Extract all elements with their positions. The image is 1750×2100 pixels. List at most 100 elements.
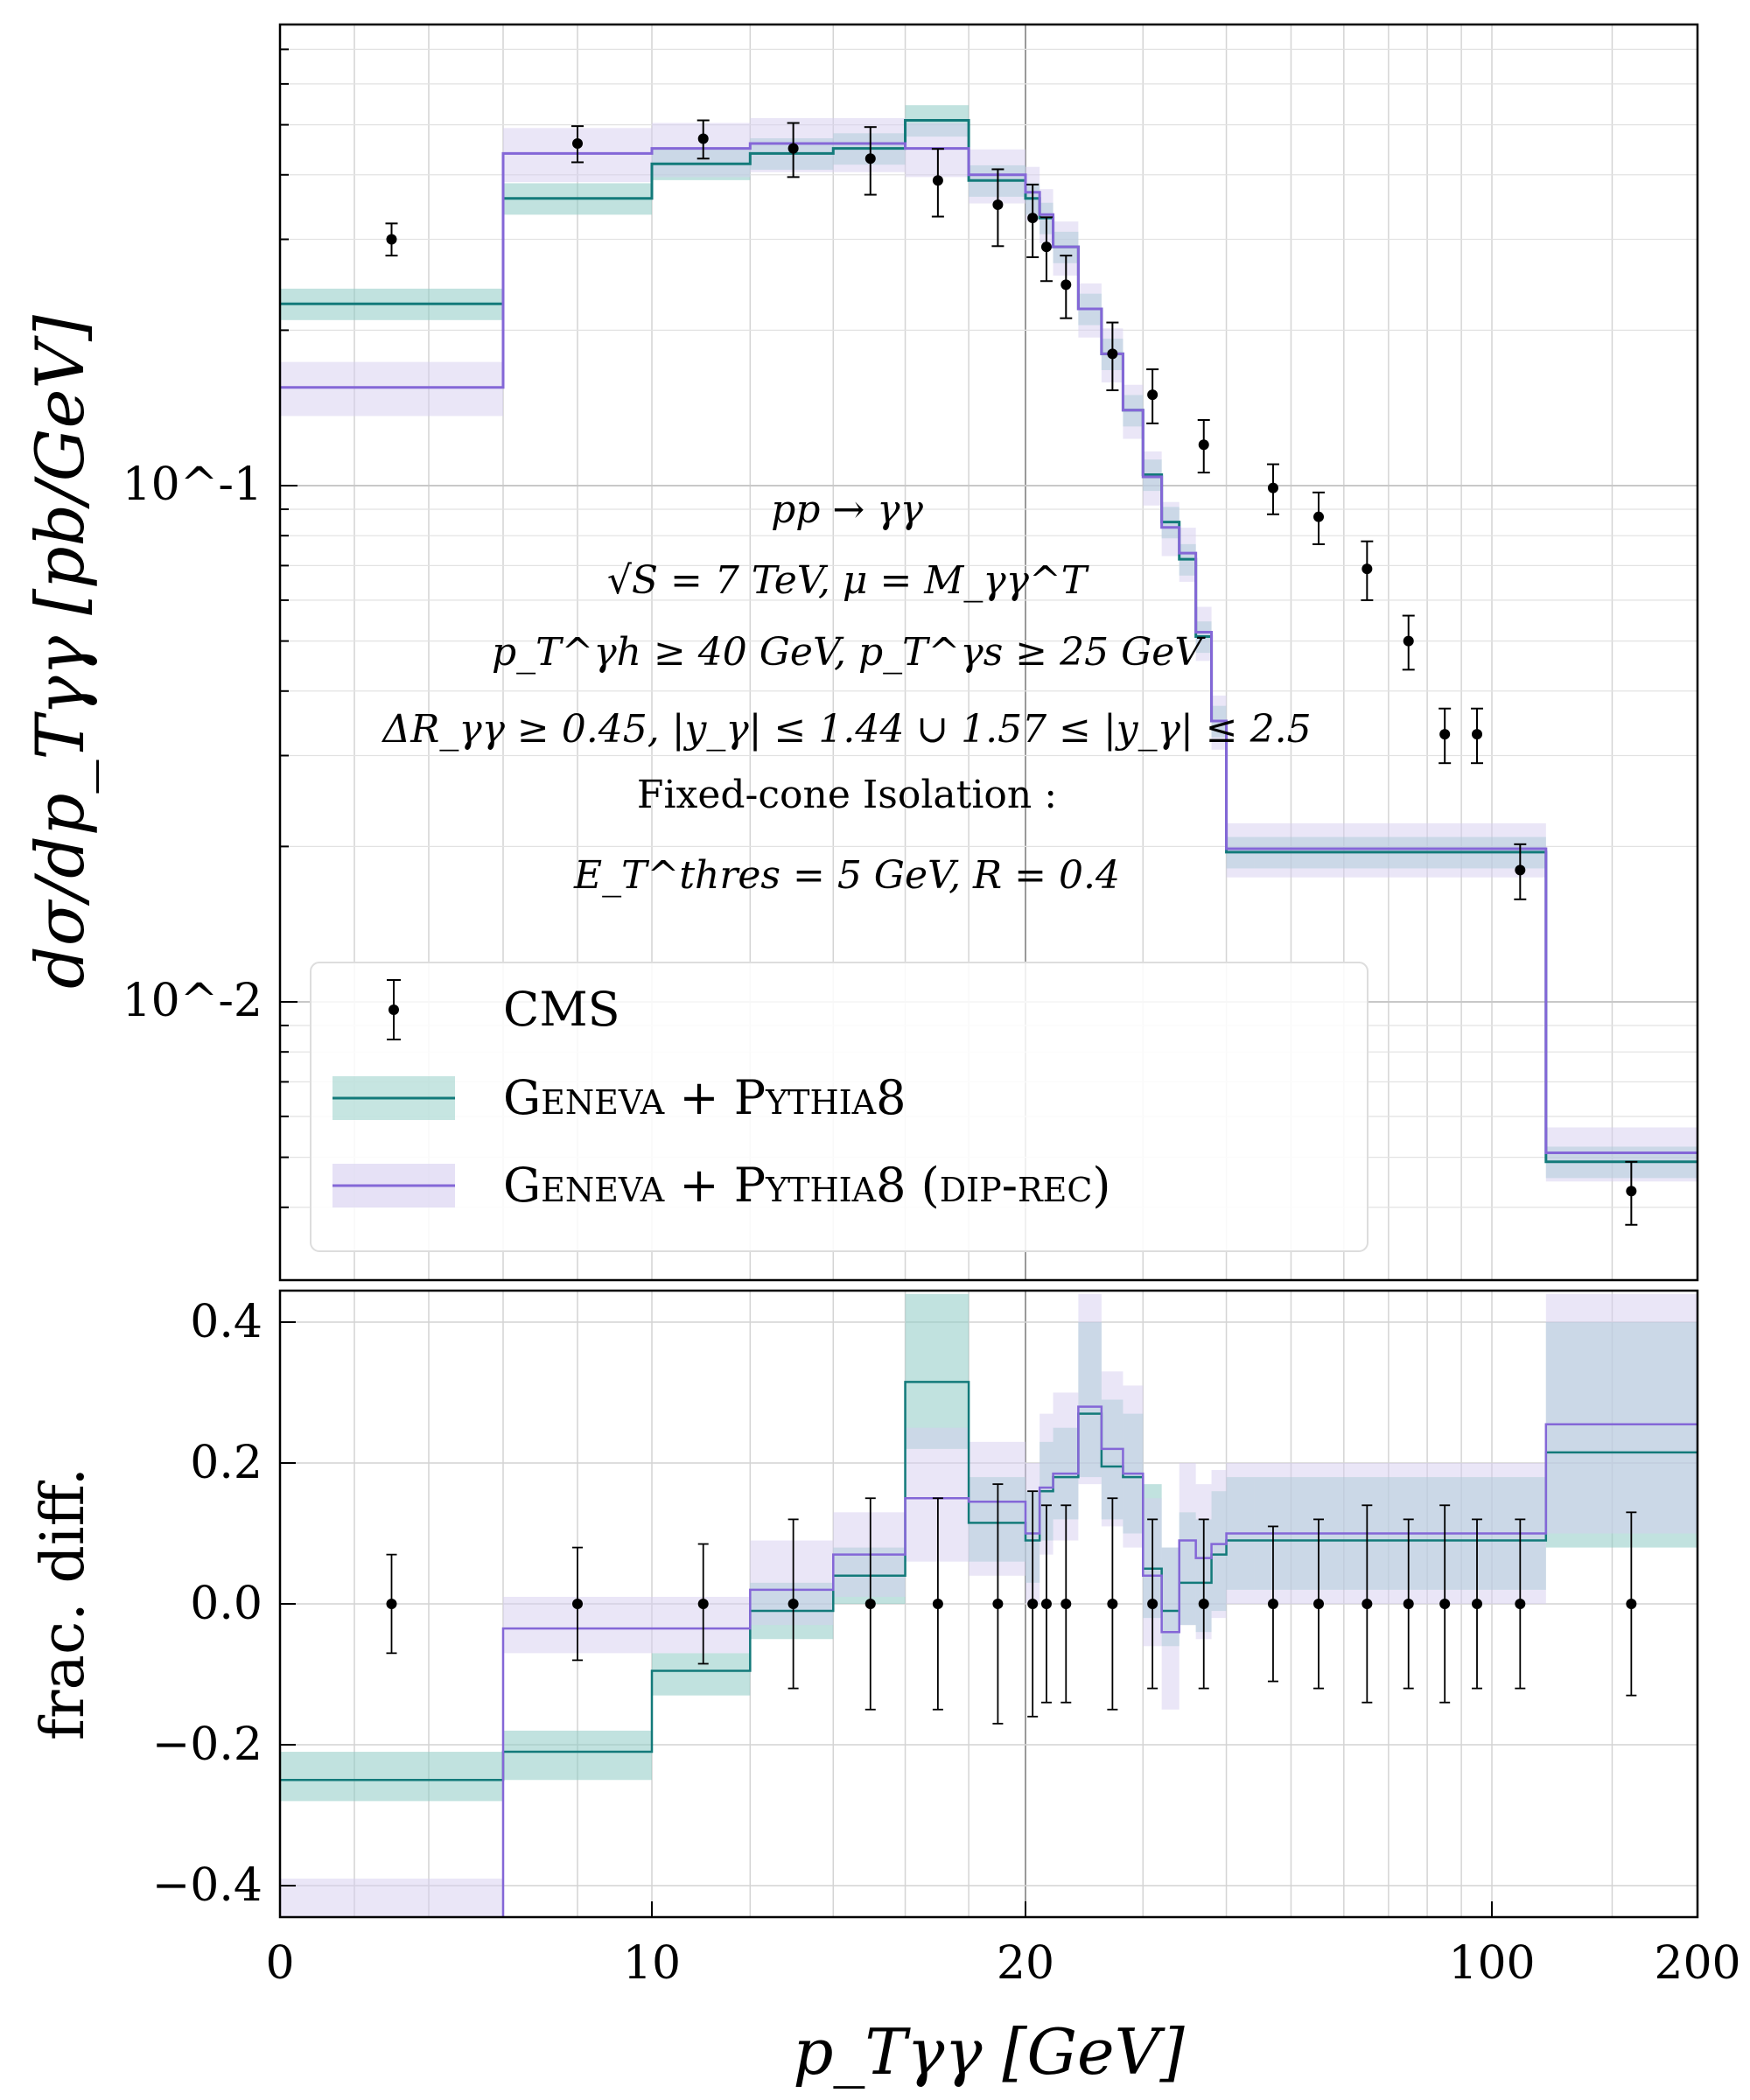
x-ticks: 0 10 20 100 200 [265, 1901, 1741, 1990]
x-tick-label: 20 [997, 1937, 1054, 1990]
ratio-cms-point [1267, 1599, 1278, 1609]
main-frame [278, 23, 1699, 1282]
ratio-band-dip-rec [1161, 1547, 1180, 1710]
cms-point [572, 137, 583, 149]
ratio-band-dip-rec [1123, 1385, 1144, 1548]
main-band-dip-rec [1427, 822, 1462, 878]
cms-point [1515, 864, 1526, 876]
legend-marker-cms [387, 979, 401, 1040]
ratio-cms-point [1362, 1599, 1373, 1609]
legend-frame [310, 962, 1368, 1252]
cms-point [1362, 564, 1373, 575]
main-y-tick-label: 10^-2 [122, 975, 262, 1027]
legend-marker-geneva [332, 1076, 455, 1120]
cms-point [864, 153, 876, 164]
annotation-line-2: √S = 7 TeV, μ = M_γγ^T [607, 558, 1090, 603]
ratio-cms-point [788, 1599, 799, 1609]
ratio-line-dip-rec [501, 1405, 1698, 1917]
ratio-cms-point [1472, 1599, 1483, 1609]
ratio-band-geneva [503, 1730, 652, 1781]
main-band-dip-rec [652, 122, 751, 178]
ratio-cms-point [1439, 1599, 1451, 1609]
main-line-dip-rec [280, 142, 1698, 1155]
cms-point [1472, 729, 1483, 740]
cms-point [932, 175, 943, 186]
ratio-cms-point [864, 1599, 876, 1609]
legend-label-geneva: Geneva + Pythia8 [503, 1070, 906, 1125]
ratio-band-geneva [905, 1293, 970, 1449]
ratio-y-tick-label: −0.2 [152, 1718, 262, 1771]
cms-point [1107, 348, 1118, 360]
ratio-y-tick-label: 0.0 [190, 1578, 262, 1630]
cms-point [1147, 389, 1158, 401]
ratio-band-dip-rec [1179, 1463, 1196, 1626]
ratio-band-dip-rec [1040, 1413, 1054, 1555]
annotation-line-5: Fixed-cone Isolation : [637, 773, 1057, 817]
cms-point [386, 234, 397, 245]
ratio-y-axis-label: frac. diff. [29, 1467, 98, 1740]
ratio-cms-point [1040, 1599, 1052, 1609]
main-band-dip-rec [1211, 695, 1227, 750]
main-band-dip-rec [905, 122, 970, 178]
ratio-y-tick-label: −0.4 [152, 1859, 262, 1912]
cms-point [788, 143, 799, 154]
ratio-cms-point [932, 1599, 943, 1609]
cms-point [1403, 635, 1414, 647]
legend-label-geneva-dip-rec: Geneva + Pythia8 (dip-rec) [503, 1158, 1110, 1213]
cms-point [1267, 482, 1278, 494]
ratio-cms-point [1147, 1599, 1158, 1609]
annotation-line-4: ΔR_γγ ≥ 0.45, |y_γ| ≤ 1.44 ∪ 1.57 ≤ |y_γ… [381, 707, 1311, 752]
annotation-line-6: E_T^thres = 5 GeV, R = 0.4 [573, 853, 1120, 898]
main-points [385, 119, 1638, 1226]
main-y-tick-label: 10^-1 [122, 458, 262, 511]
main-band-dip-rec [1161, 501, 1180, 556]
main-band-dip-rec [1545, 1127, 1698, 1182]
ratio-y-tick-label: 0.4 [190, 1296, 262, 1348]
cms-point [1439, 729, 1451, 740]
ratio-cms-point [1198, 1599, 1209, 1609]
cms-point [1060, 279, 1072, 290]
cms-point [1040, 242, 1052, 253]
main-band-dip-rec [1040, 189, 1054, 243]
main-band-dip-rec [1343, 822, 1389, 878]
annotation-line-3: p_T^γh ≥ 40 GeV, p_T^γs ≥ 25 GeV [492, 630, 1206, 675]
ratio-cms-point [697, 1599, 709, 1609]
x-tick-label: 0 [265, 1937, 294, 1990]
ratio-cms-point [572, 1599, 583, 1609]
ratio-cms-point [992, 1599, 1004, 1609]
ratio-cms-point [1313, 1599, 1325, 1609]
main-y-ticks: 10^-1 10^-2 [122, 48, 298, 1208]
main-band-dip-rec [1226, 822, 1255, 878]
ratio-y-tick-label: 0.2 [190, 1437, 262, 1489]
annotation: pp → γγ √S = 7 TeV, μ = M_γγ^T p_T^γh ≥ … [381, 487, 1311, 898]
ratio-line-geneva [280, 1381, 1698, 1782]
ratio-cms-point [386, 1599, 397, 1609]
ratio-band-dip-rec [1078, 1293, 1102, 1485]
main-band-dip-rec [1123, 384, 1144, 439]
cms-point [1313, 511, 1325, 522]
ratio-cms-point [1515, 1599, 1526, 1609]
ratio-band-geneva [652, 1653, 751, 1696]
main-band-dip-rec [1143, 451, 1162, 506]
ratio-lines [280, 1381, 1698, 1917]
main-band-dip-rec [280, 361, 503, 416]
main-band-dip-rec [1078, 283, 1102, 338]
ratio-band-dip-rec [280, 1878, 503, 1917]
cms-point [697, 133, 709, 144]
ratio-cms-point [1060, 1599, 1072, 1609]
main-band-dip-rec [1195, 606, 1212, 662]
main-lines [280, 119, 1698, 1164]
ratio-cms-point [1027, 1599, 1039, 1609]
cms-point [1626, 1186, 1637, 1197]
ratio-band-geneva [280, 1752, 503, 1802]
annotation-line-1: pp → γγ [771, 487, 923, 532]
main-band-dip-rec [1291, 822, 1344, 878]
x-tick-label: 200 [1654, 1937, 1740, 1990]
main-band-dip-rec [1461, 822, 1492, 878]
main-panel: 10^-1 10^-2 pp → γγ √S = 7 TeV, μ = M_γγ^… [122, 23, 1699, 1282]
main-band-dip-rec [1388, 822, 1428, 878]
ratio-band-dip-rec [905, 1427, 970, 1562]
x-tick-label: 10 [623, 1937, 681, 1990]
cms-point [992, 199, 1004, 210]
